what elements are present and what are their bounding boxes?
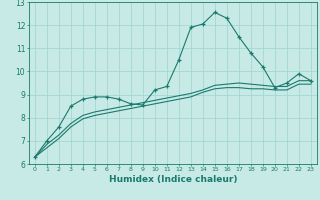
X-axis label: Humidex (Indice chaleur): Humidex (Indice chaleur) — [108, 175, 237, 184]
